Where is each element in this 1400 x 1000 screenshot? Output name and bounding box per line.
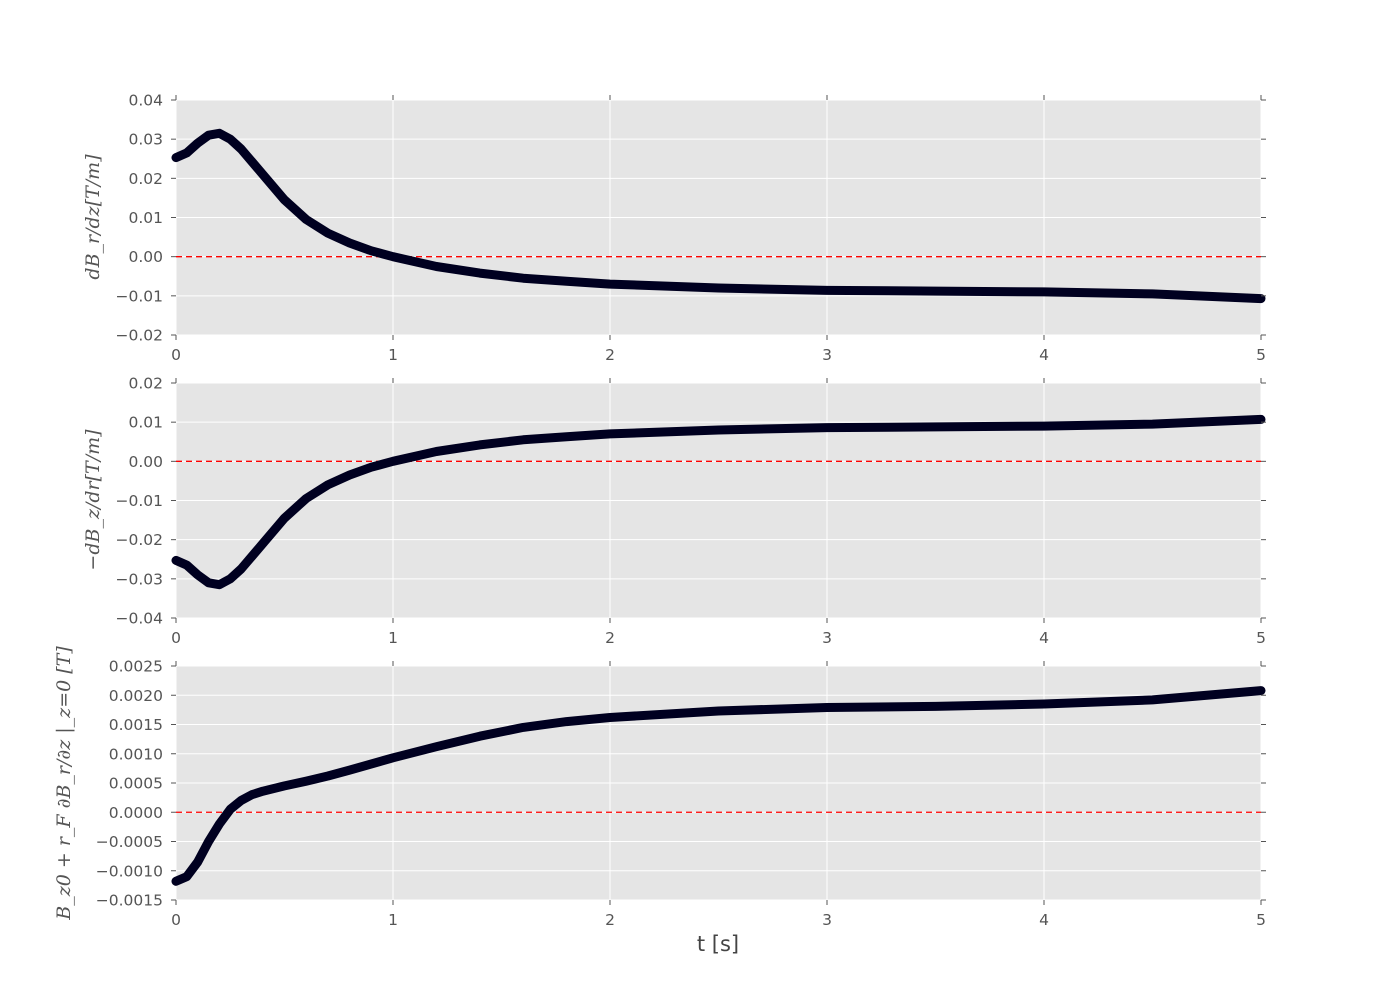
panel-3-series-line	[171, 686, 1266, 886]
panel-2-y-tick-6: −0.04	[116, 610, 164, 628]
panel-2-y-tick-0: 0.02	[128, 375, 163, 393]
panel-3-y-tick-0: 0.0025	[109, 658, 163, 676]
panel-2-x-tick-1: 1	[388, 629, 398, 647]
panel-2-y-tick-3: −0.01	[116, 492, 164, 510]
panel-1-y-tick-4: 0.00	[128, 248, 163, 266]
panel-1-ticks	[171, 95, 1266, 340]
panel-1-y-tick-6: −0.02	[116, 327, 164, 345]
panel-2-y-axis-label: −dB_z/dr[T/m]	[82, 429, 104, 571]
panel-2-x-tick-2: 2	[605, 629, 615, 647]
panel-1-x-tick-3: 3	[822, 346, 832, 364]
panel-1: 0 1 2 3 4 5 0.04 0.03 0.02 0.01 0.00 −0.…	[82, 92, 1266, 364]
x-axis-label: t [s]	[697, 932, 739, 956]
panel-1-x-tick-4: 4	[1039, 346, 1049, 364]
panel-3-y-tick-3: 0.0010	[109, 745, 163, 763]
panel-3-x-tick-0: 0	[171, 911, 181, 929]
panel-3-y-tick-labels: 0.0025 0.0020 0.0015 0.0010 0.0005 0.000…	[96, 658, 163, 910]
panel-2-x-tick-5: 5	[1256, 629, 1266, 647]
panel-3-x-tick-4: 4	[1039, 911, 1049, 929]
panel-3-y-tick-8: −0.0015	[96, 892, 163, 910]
panel-2-y-tick-5: −0.03	[116, 570, 164, 588]
panel-1-x-tick-2: 2	[605, 346, 615, 364]
panel-3-y-tick-6: −0.0005	[96, 833, 163, 851]
panel-1-x-tick-labels: 0 1 2 3 4 5	[171, 346, 1266, 364]
panel-2-x-tick-labels: 0 1 2 3 4 5	[171, 629, 1266, 647]
panel-1-y-tick-1: 0.03	[128, 131, 163, 149]
panel-2-y-tick-2: 0.00	[128, 453, 163, 471]
panel-1-x-tick-5: 5	[1256, 346, 1266, 364]
panel-1-y-tick-3: 0.01	[128, 209, 163, 227]
panel-1-x-tick-0: 0	[171, 346, 181, 364]
panel-3-x-tick-labels: 0 1 2 3 4 5	[171, 911, 1266, 929]
panel-2-x-tick-3: 3	[822, 629, 832, 647]
panel-3-y-axis-label: B_z0 + r_F ∂B_r/∂z |_z=0 [T]	[53, 646, 75, 921]
panel-3-x-tick-1: 1	[388, 911, 398, 929]
panel-2-y-tick-4: −0.02	[116, 531, 164, 549]
panel-2-x-tick-4: 4	[1039, 629, 1049, 647]
panel-1-y-tick-0: 0.04	[128, 92, 163, 110]
panel-3-x-tick-2: 2	[605, 911, 615, 929]
panel-3-y-tick-1: 0.0020	[109, 687, 163, 705]
panel-2-series-line	[171, 414, 1266, 590]
panel-1-series-line	[171, 128, 1266, 304]
panel-1-y-axis-label: dB_r/dz[T/m]	[82, 154, 104, 280]
panel-3-y-tick-7: −0.0010	[96, 862, 163, 880]
panel-2-x-tick-0: 0	[171, 629, 181, 647]
panel-3-y-tick-5: 0.0000	[109, 804, 163, 822]
panel-3-y-tick-2: 0.0015	[109, 716, 163, 734]
panel-3: 0 1 2 3 4 5 0.0025 0.0020 0.0015 0.0010 …	[53, 646, 1266, 956]
panel-3-y-tick-4: 0.0005	[109, 775, 163, 793]
panel-3-ticks	[171, 661, 1266, 905]
panel-2: 0 1 2 3 4 5 0.02 0.01 0.00 −0.01 −0.02 −…	[82, 375, 1266, 647]
panel-1-y-tick-5: −0.01	[116, 287, 164, 305]
panel-2-ticks	[171, 378, 1266, 623]
panel-2-y-tick-labels: 0.02 0.01 0.00 −0.01 −0.02 −0.03 −0.04	[116, 375, 164, 628]
panel-2-y-tick-1: 0.01	[128, 414, 163, 432]
panel-1-y-tick-2: 0.02	[128, 170, 163, 188]
panel-1-x-tick-1: 1	[388, 346, 398, 364]
panel-3-x-tick-5: 5	[1256, 911, 1266, 929]
panel-1-y-tick-labels: 0.04 0.03 0.02 0.01 0.00 −0.01 −0.02	[116, 92, 164, 345]
panel-3-x-tick-3: 3	[822, 911, 832, 929]
